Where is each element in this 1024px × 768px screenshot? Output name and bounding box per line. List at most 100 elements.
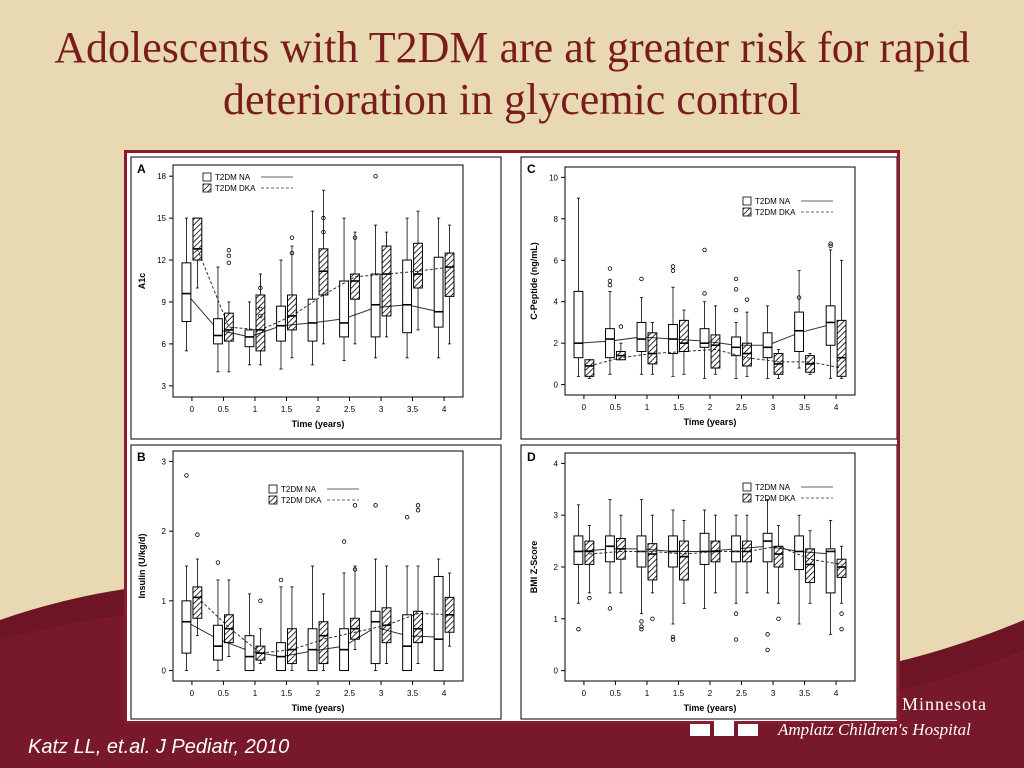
- x-tick-label: 0.5: [610, 689, 622, 698]
- box: [699, 328, 710, 348]
- outlier-point: [670, 268, 676, 273]
- x-axis-label: Time (years): [292, 703, 345, 713]
- citation: Katz LL, et.al. J Pediatr, 2010: [28, 736, 290, 758]
- box: [370, 610, 381, 665]
- y-tick-label: 10: [549, 173, 558, 182]
- outlier-point: [576, 626, 581, 632]
- y-tick-label: 15: [157, 214, 166, 223]
- box: [444, 252, 455, 297]
- y-tick-label: 3: [162, 382, 167, 391]
- series-na: [181, 173, 444, 373]
- outlier-point: [587, 595, 592, 601]
- outlier-point: [415, 508, 421, 513]
- outlier-point: [670, 637, 676, 642]
- box: [679, 319, 689, 352]
- box: [636, 321, 647, 352]
- y-axis-label: BMI Z-Score: [529, 541, 539, 594]
- outlier-point: [733, 307, 739, 313]
- outlier-point: [765, 632, 770, 637]
- series-dka: [584, 514, 847, 632]
- figure-frame: A 3 6 9 12 15 18 0 0.5 1 1.5 2 2.5 3 3.5 4 Time (years) A…: [124, 150, 900, 724]
- x-tick-label: 0: [582, 689, 587, 698]
- x-tick-label: 1: [645, 403, 650, 412]
- legend-swatch: [268, 495, 278, 505]
- box: [605, 535, 615, 563]
- y-tick-label: 2: [162, 527, 167, 536]
- outlier-point: [639, 626, 644, 632]
- panel-letter: A: [137, 162, 146, 176]
- x-tick-label: 1.5: [673, 403, 685, 412]
- legend: T2DM NA T2DM DKA: [742, 196, 833, 217]
- y-tick-label: 3: [162, 457, 167, 466]
- y-tick-label: 9: [162, 298, 167, 307]
- x-tick-label: 2: [708, 689, 713, 698]
- y-tick-label: 8: [554, 215, 559, 224]
- x-tick-label: 3.5: [407, 405, 419, 414]
- legend-label: T2DM DKA: [215, 184, 256, 193]
- outlier-point: [278, 577, 284, 583]
- x-tick-label: 0: [582, 403, 587, 412]
- box: [192, 586, 203, 619]
- y-tick-label: 6: [162, 340, 167, 349]
- box: [825, 548, 836, 594]
- outlier-point: [607, 266, 613, 271]
- x-tick-label: 3.5: [407, 689, 419, 698]
- panel-border: [520, 444, 897, 720]
- legend: T2DM NA T2DM DKA: [268, 484, 359, 505]
- x-tick-label: 3.5: [799, 689, 811, 698]
- box: [287, 628, 297, 665]
- x-tick-label: 4: [442, 405, 447, 414]
- legend-label: T2DM DKA: [755, 494, 796, 503]
- box: [413, 242, 423, 289]
- legend-label: T2DM DKA: [281, 496, 322, 505]
- box: [433, 575, 444, 672]
- legend-label: T2DM NA: [755, 197, 791, 206]
- outlier-point: [796, 295, 802, 300]
- logo-name: Minnesota: [902, 694, 987, 714]
- box: [805, 548, 815, 584]
- x-tick-label: 1: [253, 405, 258, 414]
- y-tick-label: 1: [162, 597, 167, 606]
- outlier-point: [184, 473, 189, 478]
- panel-letter: C: [527, 162, 536, 176]
- box: [213, 624, 223, 661]
- y-tick-label: 4: [554, 298, 559, 307]
- series-dka: [192, 189, 455, 373]
- outlier-point: [321, 215, 326, 221]
- y-tick-label: 0: [554, 381, 559, 390]
- outlier-point: [744, 297, 750, 302]
- outlier-point: [258, 285, 263, 291]
- legend-swatch: [202, 172, 212, 182]
- outlier-point: [404, 515, 410, 520]
- outlier-point: [765, 647, 770, 653]
- y-axis-label: Insulin (U/kg/d): [137, 534, 147, 599]
- x-tick-label: 4: [834, 403, 839, 412]
- outlier-point: [258, 598, 263, 604]
- legend-label: T2DM DKA: [755, 208, 796, 217]
- y-axis-label: A1c: [137, 273, 147, 290]
- panel-B: B 0 1 2 3 0 0.5 1 1.5 2 2.5 3 3.5 4 Time (years) Insuli…: [130, 444, 502, 720]
- x-axis-label: Time (years): [684, 417, 737, 427]
- box: [762, 532, 773, 563]
- legend-swatch: [742, 482, 752, 492]
- box: [573, 290, 584, 359]
- legend: T2DM NA T2DM DKA: [742, 482, 833, 503]
- box: [647, 543, 658, 581]
- legend-swatch: [268, 484, 278, 494]
- outlier-point: [776, 616, 781, 622]
- x-axis-label: Time (years): [684, 703, 737, 713]
- box: [731, 535, 741, 563]
- box: [287, 294, 297, 331]
- box: [699, 532, 710, 565]
- x-tick-label: 3: [379, 405, 384, 414]
- series-na: [181, 473, 444, 672]
- outlier-point: [215, 560, 221, 565]
- box: [318, 621, 329, 665]
- x-tick-label: 0.5: [610, 403, 622, 412]
- outlier-point: [639, 619, 644, 624]
- outlier-point: [321, 229, 326, 235]
- series-dka: [584, 259, 847, 379]
- outlier-point: [733, 276, 739, 282]
- x-tick-label: 3: [771, 689, 776, 698]
- outlier-point: [828, 241, 833, 246]
